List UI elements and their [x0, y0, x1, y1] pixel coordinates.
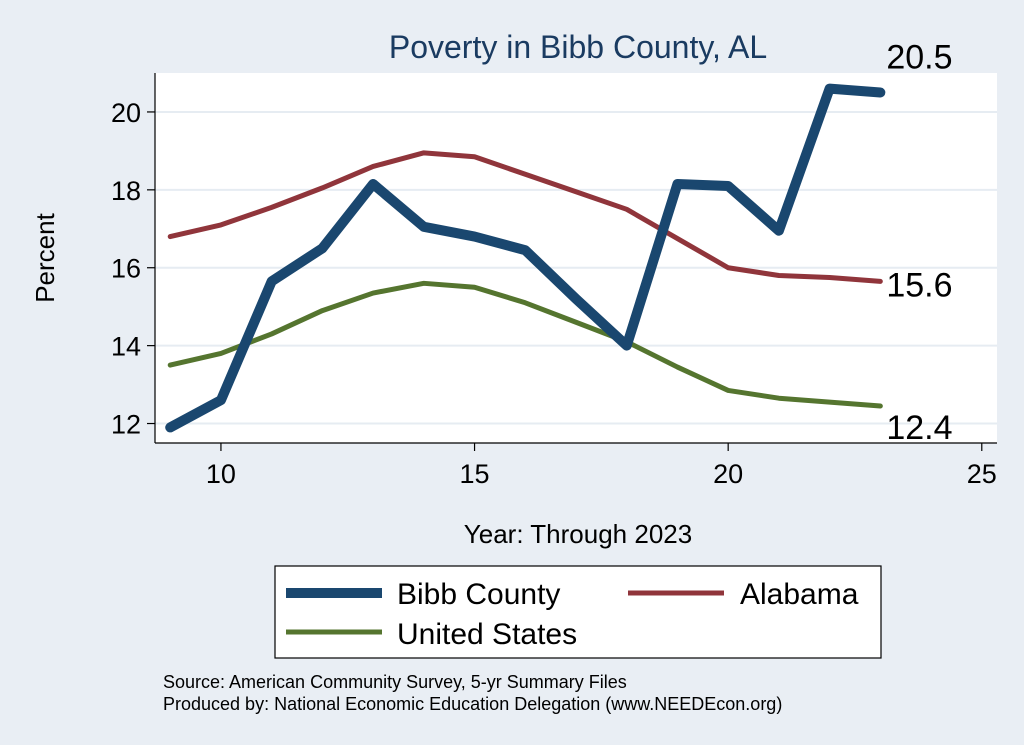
legend-box: [274, 565, 882, 659]
series-line-bibb-county: [165, 83, 886, 433]
y-tick-label-20: 20: [111, 98, 141, 128]
end-labels: 20.5 15.6 12.4: [886, 38, 952, 447]
y-tick-label-16: 16: [111, 254, 141, 284]
x-tick-label-15: 15: [460, 459, 490, 489]
series-line-alabama: [167, 150, 883, 284]
x-tick-label-20: 20: [713, 459, 743, 489]
series-line-united-states: [167, 280, 883, 409]
y-tick-label-12: 12: [111, 410, 141, 440]
legend-label-alabama: Alabama: [740, 578, 859, 611]
y-tick-label-14: 14: [111, 332, 141, 362]
x-axis-title: Year: Through 2023: [464, 519, 692, 549]
legend-label-united-states: United States: [397, 618, 577, 651]
end-label-bibb-county: 20.5: [886, 38, 952, 76]
y-axis: 12 14 16 18 20: [111, 73, 156, 443]
chart-title: Poverty in Bibb County, AL: [389, 29, 767, 65]
y-tick-label-18: 18: [111, 176, 141, 206]
x-tick-label-25: 25: [967, 459, 997, 489]
plot-area: [155, 73, 997, 443]
x-axis: 10 15 20 25: [155, 442, 997, 489]
legend-label-bibb-county: Bibb County: [397, 578, 560, 611]
end-label-united-states: 12.4: [886, 409, 952, 447]
x-tick-label-10: 10: [206, 459, 236, 489]
series-layer: [165, 83, 886, 433]
producer-note: Produced by: National Economic Education…: [163, 694, 782, 714]
source-note: Source: American Community Survey, 5-yr …: [163, 672, 627, 692]
legend: Bibb County Alabama United States: [274, 565, 882, 659]
y-axis-title: Percent: [30, 212, 60, 302]
end-label-alabama: 15.6: [886, 266, 952, 304]
